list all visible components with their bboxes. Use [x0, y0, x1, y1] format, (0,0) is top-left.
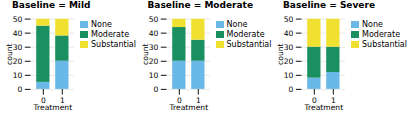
svg-text:0: 0	[289, 85, 294, 94]
svg-text:50: 50	[13, 15, 23, 24]
html-text:Moderate: Moderate	[226, 29, 265, 39]
svg-text:30: 30	[148, 43, 158, 52]
svg-text:50: 50	[284, 15, 294, 24]
svg-text:10: 10	[13, 71, 23, 80]
html-text:None: None	[362, 19, 383, 29]
svg-text:40: 40	[13, 29, 23, 38]
html-text:None: None	[226, 19, 248, 29]
svg-text:0: 0	[176, 96, 182, 106]
svg-text:1: 1	[330, 96, 336, 106]
html-text:Moderate: Moderate	[362, 29, 400, 39]
html-text:Moderate: Moderate	[91, 29, 129, 39]
svg-text:0: 0	[311, 96, 317, 106]
svg-text:30: 30	[13, 43, 23, 52]
html-text:Substantial: Substantial	[226, 39, 272, 49]
html-text:Baseline = Mild: Baseline = Mild	[12, 0, 91, 10]
svg-text:count: count	[140, 44, 149, 65]
html-text:Substantial: Substantial	[91, 39, 136, 49]
html-text:Baseline = Moderate: Baseline = Moderate	[147, 0, 253, 10]
svg-text:0: 0	[18, 85, 23, 94]
html-text:None: None	[91, 19, 112, 29]
svg-text:Treatment: Treatment	[33, 103, 73, 112]
html-text:Baseline = Severe: Baseline = Severe	[283, 0, 375, 10]
svg-text:20: 20	[284, 57, 294, 66]
svg-text:50: 50	[148, 15, 158, 24]
svg-text:1: 1	[195, 96, 201, 106]
svg-text:10: 10	[148, 71, 158, 80]
svg-text:30: 30	[284, 43, 294, 52]
html-text:Substantial: Substantial	[362, 39, 407, 49]
svg-text:10: 10	[284, 71, 294, 80]
svg-text:count: count	[276, 44, 285, 65]
svg-text:20: 20	[148, 57, 158, 66]
svg-text:Treatment: Treatment	[168, 103, 208, 112]
svg-text:count: count	[5, 44, 14, 65]
svg-text:40: 40	[148, 29, 158, 38]
svg-text:40: 40	[284, 29, 294, 38]
svg-text:1: 1	[59, 96, 65, 106]
svg-text:0: 0	[153, 85, 158, 94]
svg-text:20: 20	[13, 57, 23, 66]
svg-text:Treatment: Treatment	[304, 103, 344, 112]
svg-text:0: 0	[40, 96, 46, 106]
